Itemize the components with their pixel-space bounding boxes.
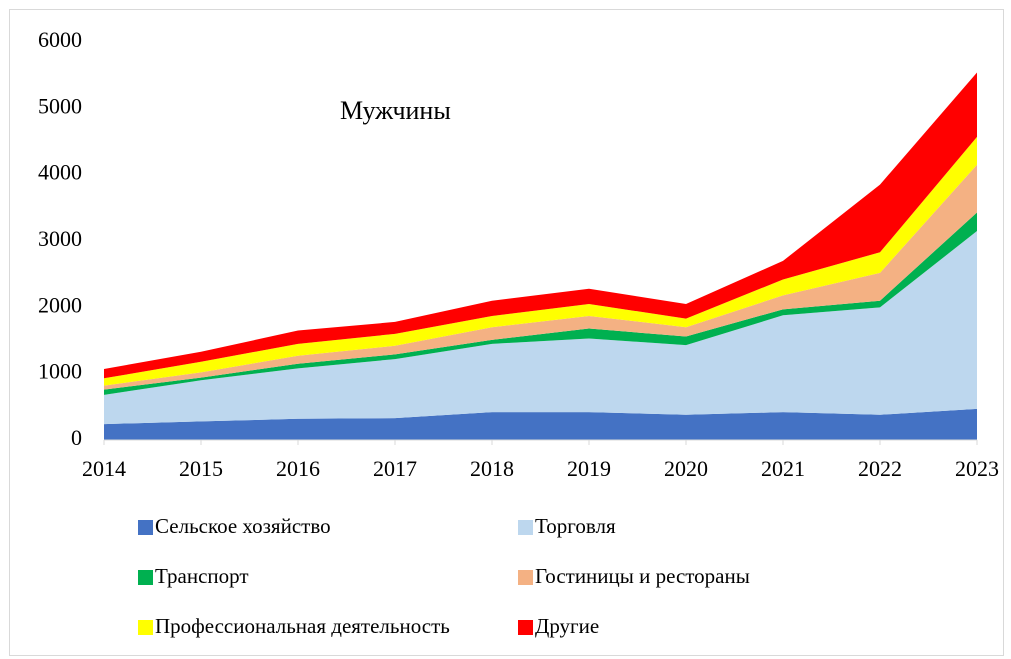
plot-area (104, 72, 977, 440)
legend-swatch (518, 570, 533, 585)
y-tick-label: 4000 (38, 160, 82, 185)
y-tick-label: 1000 (38, 359, 82, 384)
x-tick-label: 2023 (955, 456, 999, 481)
legend-label: Профессиональная деятельность (155, 614, 450, 638)
y-tick-label: 3000 (38, 226, 82, 251)
legend-swatch (138, 520, 153, 535)
area (104, 231, 977, 425)
legend-swatch (518, 620, 533, 635)
x-tick-label: 2017 (373, 456, 417, 481)
x-tick-label: 2014 (82, 456, 126, 481)
x-tick-label: 2019 (567, 456, 611, 481)
y-tick-label: 5000 (38, 93, 82, 118)
x-tick-label: 2015 (179, 456, 223, 481)
x-tick-label: 2021 (761, 456, 805, 481)
y-tick-label: 0 (71, 425, 82, 450)
y-tick-label: 6000 (38, 27, 82, 52)
legend-swatch (138, 620, 153, 635)
legend-label: Торговля (535, 514, 616, 538)
x-tick-label: 2022 (858, 456, 902, 481)
y-tick-label: 2000 (38, 292, 82, 317)
x-tick-label: 2016 (276, 456, 320, 481)
legend-label: Транспорт (155, 564, 249, 588)
area (104, 408, 977, 440)
x-tick-label: 2020 (664, 456, 708, 481)
legend-label: Другие (535, 614, 599, 638)
legend-label: Гостиницы и рестораны (535, 564, 750, 588)
legend-label: Сельское хозяйство (155, 514, 331, 538)
legend-swatch (138, 570, 153, 585)
legend-swatch (518, 520, 533, 535)
annotation: Мужчины (340, 96, 451, 125)
x-tick-label: 2018 (470, 456, 514, 481)
